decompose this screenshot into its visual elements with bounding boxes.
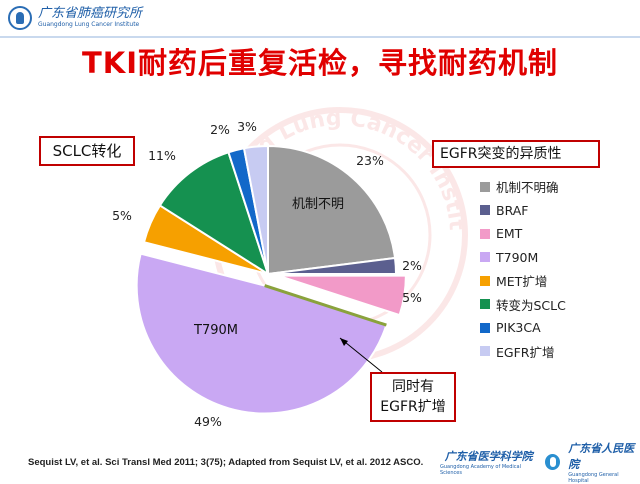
hospital-logo: 广东省人民医院 Guangdong General Hospital xyxy=(568,440,640,484)
slice-inner-label: T790M xyxy=(193,323,238,338)
legend-item: PIK3CA xyxy=(480,316,566,340)
pie-slice-BRAF xyxy=(267,256,398,275)
hospital-name-en: Guangdong General Hospital xyxy=(568,472,619,484)
legend-swatch xyxy=(480,228,490,239)
slice-percent-label: 23% xyxy=(356,153,384,168)
pie-slice-转变为SCLC xyxy=(158,151,270,277)
co-amplification-callout-box: 同时有 EGFR扩增 xyxy=(370,372,456,422)
slice-percent-label: 3% xyxy=(237,119,257,134)
legend-label: EGFR扩增 xyxy=(496,344,555,360)
slice-percent-label: 49% xyxy=(194,414,222,429)
academy-name-en: Guangdong Academy of Medical Sciences xyxy=(440,464,521,476)
co-amplification-divider xyxy=(264,284,387,327)
institute-name-en: Guangdong Lung Cancer Institute xyxy=(38,21,140,28)
legend-label: 机制不明确 xyxy=(496,180,559,196)
pie-slice-EGFR扩增 xyxy=(242,144,269,275)
arrow-head-icon xyxy=(340,338,348,346)
legend-item: EGFR扩增 xyxy=(480,340,566,364)
co-amplification-line2: EGFR扩增 xyxy=(380,399,446,415)
legend-swatch xyxy=(480,322,490,333)
co-amplification-arrow xyxy=(339,337,383,373)
sclc-callout-box: SCLC转化 xyxy=(39,136,135,166)
legend-item: MET扩增 xyxy=(480,269,566,293)
co-amplification-line1: 同时有 xyxy=(392,379,434,395)
legend-item: T790M xyxy=(480,246,566,270)
footer-logos: 广东省医学科学院 Guangdong Academy of Medical Sc… xyxy=(440,440,640,484)
institute-logo: 广东省肺癌研究所 Guangdong Lung Cancer Institute xyxy=(8,6,142,30)
pie-slice-T790M xyxy=(135,252,388,415)
legend-item: 机制不明确 xyxy=(480,175,566,199)
slice-percent-label: 2% xyxy=(210,122,230,137)
legend-label: EMT xyxy=(496,226,523,242)
header-divider xyxy=(0,36,640,38)
academy-name-cn: 广东省医学科学院 xyxy=(444,450,533,463)
legend-item: 转变为SCLC xyxy=(480,293,566,317)
legend-swatch xyxy=(480,205,490,216)
hospital-name-cn: 广东省人民医院 xyxy=(568,442,635,471)
slice-percent-label: 11% xyxy=(148,148,176,163)
legend-label: BRAF xyxy=(496,202,529,218)
legend-label: PIK3CA xyxy=(496,320,541,336)
reference-citation: Sequist LV, et al. Sci Transl Med 2011; … xyxy=(28,457,424,468)
legend-label: 转变为SCLC xyxy=(496,297,566,313)
legend-item: EMT xyxy=(480,222,566,246)
slice-percent-label: 5% xyxy=(112,208,132,223)
legend-swatch xyxy=(480,275,490,286)
pie-slice-EMT xyxy=(277,274,407,317)
lung-icon xyxy=(8,6,32,30)
hospital-emblem-icon xyxy=(545,454,561,470)
academy-logo: 广东省医学科学院 Guangdong Academy of Medical Sc… xyxy=(440,448,537,476)
slice-inner-label: 机制不明 xyxy=(292,197,344,212)
legend-swatch xyxy=(480,252,490,263)
legend-label: T790M xyxy=(496,249,539,265)
legend-title-box: EGFR突变的异质性 xyxy=(432,140,600,168)
slice-percent-label: 2% xyxy=(402,258,422,273)
pie-slice-机制不明确 xyxy=(267,144,397,276)
legend-item: BRAF xyxy=(480,199,566,223)
legend-label: MET扩增 xyxy=(496,274,548,290)
legend-swatch xyxy=(480,181,490,192)
institute-name-cn: 广东省肺癌研究所 xyxy=(38,6,143,21)
legend-swatch xyxy=(480,346,490,357)
slice-percent-label: 5% xyxy=(402,290,422,305)
chart-legend: 机制不明确 BRAF EMT T790M MET扩增转变为SCLC PIK3CA EGFR扩… xyxy=(480,175,566,363)
legend-swatch xyxy=(480,299,490,310)
slide-title: TKI耐药后重复活检，寻找耐药机制 xyxy=(81,46,559,80)
